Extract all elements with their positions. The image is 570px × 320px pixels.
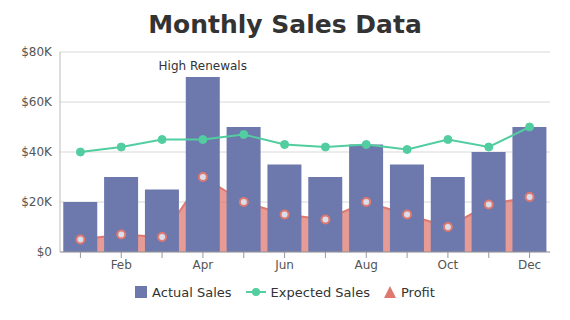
html-text:Profit: Profit — [401, 284, 435, 300]
svg-text:$20K: $20K — [21, 195, 53, 209]
svg-text:$80K: $80K — [21, 45, 53, 59]
svg-text:High Renewals: High Renewals — [159, 59, 247, 73]
svg-text:Oct: Oct — [438, 258, 459, 272]
svg-text:Apr: Apr — [193, 258, 214, 272]
svg-text:Feb: Feb — [111, 258, 132, 272]
svg-text:$40K: $40K — [21, 145, 53, 159]
svg-text:$60K: $60K — [21, 95, 53, 109]
html-text:Actual Sales: Actual Sales — [152, 284, 232, 300]
html-text:Monthly Sales Data: Monthly Sales Data — [148, 10, 422, 39]
svg-text:Aug: Aug — [355, 258, 378, 272]
html-text:Expected Sales: Expected Sales — [270, 284, 370, 300]
svg-text:$0: $0 — [37, 245, 52, 259]
svg-text:Jun: Jun — [274, 258, 294, 272]
svg-text:Dec: Dec — [518, 258, 541, 272]
